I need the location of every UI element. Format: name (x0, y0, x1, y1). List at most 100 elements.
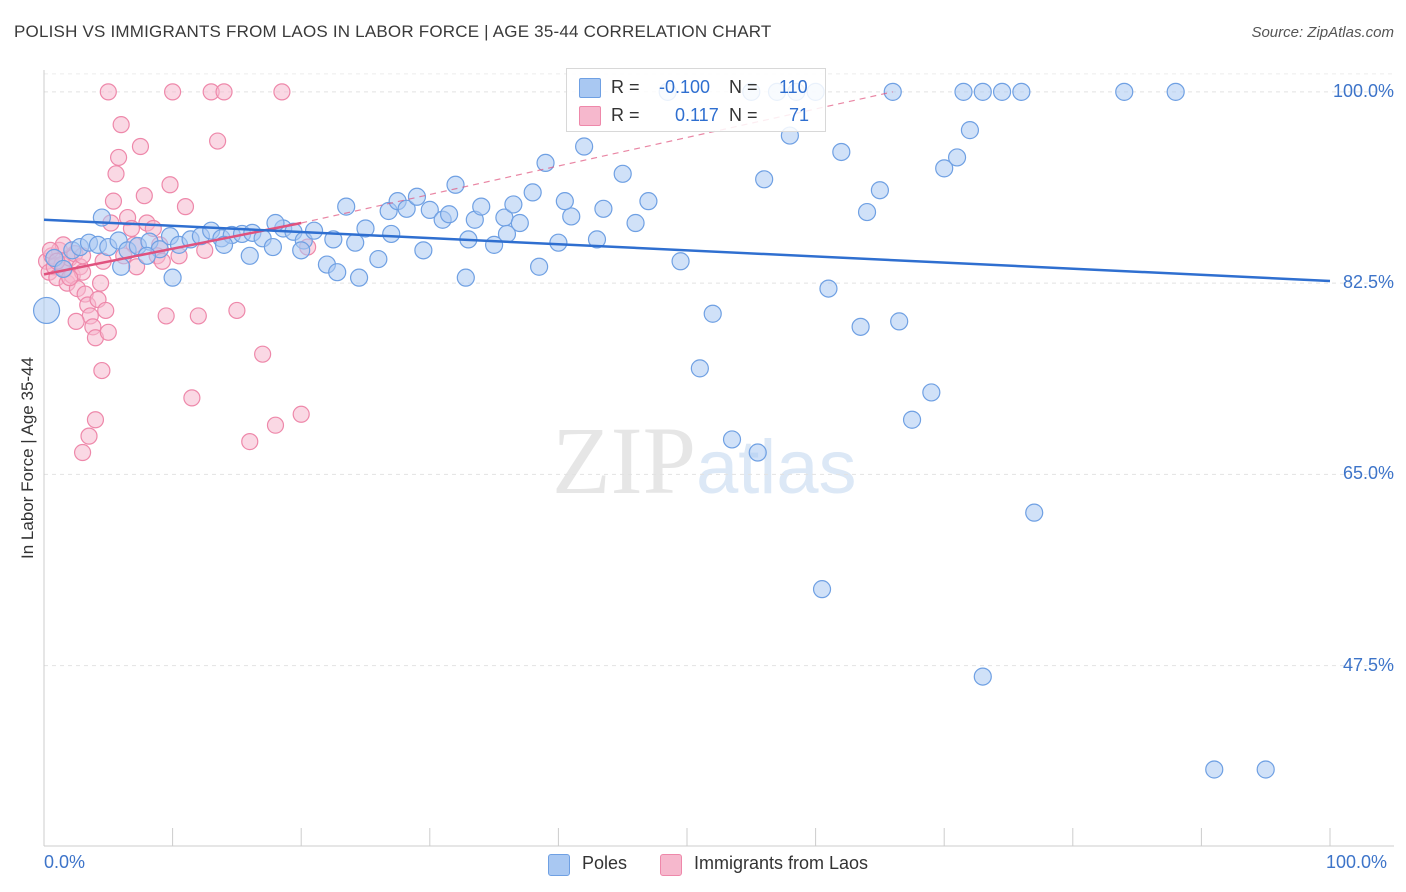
poles-point (439, 205, 459, 224)
legend-swatch-poles (579, 78, 601, 98)
laos-point (266, 416, 285, 434)
axes (43, 70, 1394, 847)
laos-point (131, 137, 150, 156)
bottom-legend-label-poles: Poles (582, 853, 628, 873)
poles-point (947, 148, 967, 167)
y-tick-label: 65.0% (1342, 463, 1394, 484)
poles-point (163, 268, 182, 287)
poles-point (504, 195, 523, 214)
poles-point (626, 213, 645, 233)
laos-point (183, 389, 201, 407)
legend-n-label: N = (729, 105, 758, 125)
poles-point (722, 430, 742, 449)
poles-point (819, 279, 838, 298)
laos-point (135, 187, 153, 205)
source-credit: Source: ZipAtlas.com (1251, 24, 1394, 41)
poles-point (382, 224, 401, 244)
legend-n-value-poles: 110 (779, 77, 808, 97)
poles-point (369, 249, 388, 269)
legend-n-label: N = (729, 77, 758, 97)
poles-point (748, 443, 767, 462)
poles-point (32, 296, 61, 325)
legend-r-label: R = (611, 105, 640, 125)
laos-point (241, 433, 259, 451)
grid-lines (44, 73, 1394, 667)
poles-point (703, 304, 722, 323)
poles-point (1166, 82, 1185, 101)
poles-point (397, 199, 416, 218)
stats-legend: R = -0.100 N = 110 R = 0.117 N = 71 (566, 68, 826, 132)
poles-point (523, 183, 542, 202)
poles-point (671, 252, 690, 271)
poles-point (594, 199, 613, 218)
poles-point (575, 137, 594, 156)
laos-point (86, 411, 105, 429)
poles-point (337, 197, 356, 216)
bottom-legend-swatch-laos (660, 854, 682, 876)
laos-point (161, 176, 179, 194)
poles-point (755, 170, 774, 189)
laos-point (112, 116, 130, 134)
poles-point (832, 142, 851, 162)
poles-point (446, 175, 465, 194)
laos-point (99, 323, 117, 341)
laos-point (104, 192, 123, 210)
poles-point (922, 383, 941, 402)
laos-point (164, 83, 182, 101)
laos-point (107, 165, 125, 183)
laos-point (80, 427, 98, 445)
poles-point (414, 241, 433, 260)
x-tick-min: 0.0% (44, 852, 86, 872)
poles-point (562, 207, 581, 226)
laos-point (209, 132, 227, 150)
y-tick-label: 82.5% (1342, 272, 1394, 293)
poles-trend-line (43, 218, 1331, 283)
watermark-zip: ZIP (552, 407, 696, 514)
chart-title: POLISH VS IMMIGRANTS FROM LAOS IN LABOR … (14, 22, 772, 41)
poles-point (890, 312, 909, 331)
laos-point (189, 307, 207, 325)
y-axis-label: In Labor Force | Age 35-44 (18, 357, 37, 559)
poles-point (973, 667, 992, 686)
poles-point (530, 257, 549, 276)
laos-point (157, 307, 175, 325)
laos-point (93, 361, 111, 380)
legend-r-value-poles: -0.100 (659, 77, 711, 97)
poles-point (263, 237, 283, 257)
poles-point (510, 213, 529, 233)
laos-trend-line (43, 221, 302, 276)
legend-row-laos: R = 0.117 N = 71 (579, 103, 819, 126)
legend-r-value-laos: 0.117 (675, 105, 719, 125)
poles-point (992, 82, 1012, 101)
poles-point (349, 268, 369, 287)
laos-point (109, 148, 128, 167)
laos-point (91, 274, 110, 292)
poles-point (356, 219, 375, 238)
poles-point (960, 121, 980, 140)
y-tick-label: 47.5% (1342, 654, 1394, 675)
poles-point (690, 359, 709, 378)
poles-point (857, 202, 877, 222)
poles-point (240, 246, 259, 265)
laos-point (292, 405, 310, 423)
laos-point (73, 443, 92, 462)
poles-point (214, 235, 234, 254)
poles-point (973, 82, 992, 101)
legend-row-poles: R = -0.100 N = 110 (579, 75, 819, 98)
laos-point (67, 312, 85, 330)
poles-point (812, 580, 832, 599)
poles-point (639, 192, 658, 211)
poles-point (1025, 503, 1044, 522)
poles-point (536, 153, 555, 173)
poles-point (555, 192, 574, 211)
series-poles (32, 82, 1275, 779)
poles-point (587, 230, 607, 249)
poles-point (420, 200, 439, 219)
watermark-atlas: atlas (696, 425, 857, 510)
poles-point (328, 263, 347, 282)
poles-point (456, 268, 475, 287)
x-tick-max: 100.0% (1326, 852, 1388, 872)
trend-lines (43, 91, 1331, 283)
laos-point (176, 198, 195, 216)
